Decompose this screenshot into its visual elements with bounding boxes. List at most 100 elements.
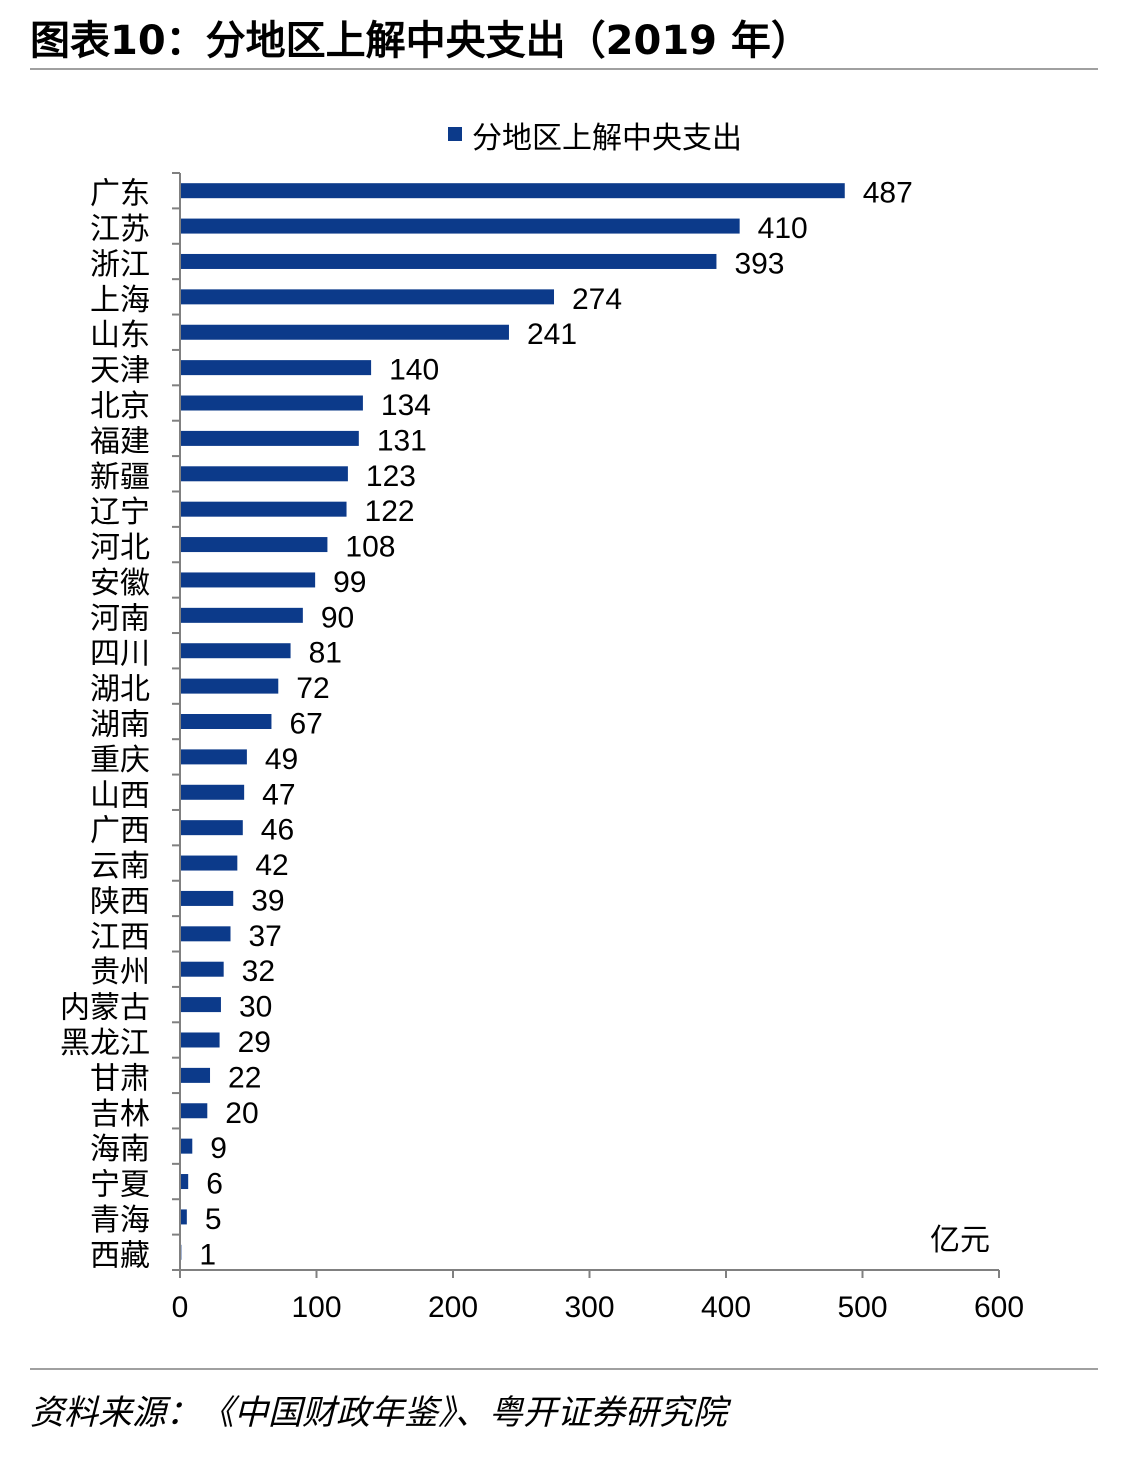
data-label: 99 bbox=[333, 566, 366, 599]
data-label: 410 bbox=[758, 212, 808, 245]
legend-label: 分地区上解中央支出 bbox=[472, 121, 742, 156]
data-label: 39 bbox=[251, 884, 284, 917]
category-label: 河南 bbox=[90, 601, 150, 636]
category-label: 内蒙古 bbox=[60, 991, 150, 1026]
bar bbox=[180, 324, 509, 340]
bar bbox=[180, 289, 555, 305]
data-label: 90 bbox=[321, 601, 354, 634]
source-note: 资料来源：《中国财政年鉴》、粤开证券研究院 bbox=[30, 1393, 727, 1433]
x-tick-label: 0 bbox=[172, 1291, 189, 1324]
category-label: 新疆 bbox=[90, 460, 150, 495]
bar bbox=[180, 360, 372, 376]
bar bbox=[180, 1103, 208, 1119]
category-label: 广西 bbox=[90, 814, 150, 849]
bar bbox=[180, 855, 238, 871]
x-tick-label: 400 bbox=[701, 1291, 751, 1324]
x-tick-label: 200 bbox=[428, 1291, 478, 1324]
data-label: 241 bbox=[527, 318, 577, 351]
bar bbox=[180, 430, 359, 446]
category-label: 江西 bbox=[90, 920, 150, 955]
category-label: 辽宁 bbox=[90, 495, 150, 530]
bar bbox=[180, 218, 740, 234]
data-label: 487 bbox=[863, 177, 913, 210]
bar bbox=[180, 572, 316, 588]
data-label: 131 bbox=[377, 424, 427, 457]
bar bbox=[180, 926, 231, 942]
category-label: 山西 bbox=[90, 778, 150, 813]
data-label: 29 bbox=[238, 1026, 271, 1059]
category-label: 河北 bbox=[90, 531, 150, 566]
x-tick-label: 600 bbox=[974, 1291, 1024, 1324]
data-label: 108 bbox=[345, 531, 395, 564]
data-label: 20 bbox=[225, 1097, 258, 1130]
unit-label: 亿元 bbox=[930, 1223, 990, 1258]
bar bbox=[180, 1032, 220, 1048]
data-label: 393 bbox=[734, 247, 784, 280]
data-label: 134 bbox=[381, 389, 431, 422]
data-label: 47 bbox=[262, 778, 295, 811]
category-label: 湖北 bbox=[90, 672, 150, 707]
data-label: 123 bbox=[366, 460, 416, 493]
bar bbox=[180, 961, 224, 977]
data-label: 67 bbox=[289, 708, 322, 741]
category-label: 黑龙江 bbox=[60, 1026, 150, 1061]
bar bbox=[180, 466, 348, 482]
data-label: 49 bbox=[265, 743, 298, 776]
category-label: 浙江 bbox=[90, 247, 150, 282]
bar bbox=[180, 395, 363, 411]
bar bbox=[180, 643, 291, 659]
data-label: 32 bbox=[242, 955, 275, 988]
data-label: 274 bbox=[572, 283, 622, 316]
bar bbox=[180, 1209, 187, 1225]
category-label: 福建 bbox=[90, 424, 150, 459]
category-label: 甘肃 bbox=[90, 1061, 150, 1096]
category-label: 西藏 bbox=[90, 1238, 150, 1273]
bar bbox=[180, 749, 247, 765]
category-label: 安徽 bbox=[90, 566, 150, 601]
bar bbox=[180, 890, 234, 906]
chart-title: 图表10：分地区上解中央支出（2019 年） bbox=[30, 18, 811, 64]
data-label: 9 bbox=[210, 1132, 227, 1165]
data-label: 37 bbox=[249, 920, 282, 953]
x-tick-label: 100 bbox=[291, 1291, 341, 1324]
bar bbox=[180, 253, 717, 269]
data-label: 30 bbox=[239, 991, 272, 1024]
footer-divider bbox=[30, 1368, 1098, 1370]
category-label: 重庆 bbox=[90, 743, 150, 778]
bar bbox=[180, 784, 245, 800]
category-label: 广东 bbox=[90, 177, 150, 212]
data-label: 81 bbox=[309, 637, 342, 670]
category-label: 青海 bbox=[90, 1203, 150, 1238]
bar bbox=[180, 678, 279, 694]
bar bbox=[180, 714, 272, 729]
bar bbox=[180, 820, 243, 836]
data-label: 72 bbox=[296, 672, 329, 705]
bar bbox=[180, 183, 845, 199]
category-label: 北京 bbox=[90, 389, 150, 424]
category-label: 吉林 bbox=[90, 1097, 150, 1132]
x-tick-label: 500 bbox=[837, 1291, 887, 1324]
data-label: 42 bbox=[255, 849, 288, 882]
data-label: 6 bbox=[206, 1168, 223, 1201]
bar bbox=[180, 1138, 193, 1154]
data-label: 1 bbox=[199, 1238, 216, 1271]
bar bbox=[180, 537, 328, 553]
category-label: 贵州 bbox=[90, 955, 150, 990]
bar bbox=[180, 501, 347, 517]
category-label: 陕西 bbox=[90, 884, 150, 919]
bar bbox=[180, 997, 221, 1013]
category-label: 宁夏 bbox=[90, 1168, 150, 1203]
data-label: 46 bbox=[261, 814, 294, 847]
bar bbox=[180, 1067, 211, 1083]
category-label: 云南 bbox=[90, 849, 150, 884]
x-tick-label: 300 bbox=[564, 1291, 614, 1324]
category-label: 海南 bbox=[90, 1132, 150, 1167]
category-label: 天津 bbox=[90, 354, 150, 389]
category-label: 上海 bbox=[90, 283, 150, 318]
bar bbox=[180, 1174, 189, 1190]
data-label: 122 bbox=[365, 495, 415, 528]
header-divider bbox=[30, 68, 1098, 70]
category-label: 山东 bbox=[90, 318, 150, 353]
category-label: 四川 bbox=[90, 637, 150, 672]
